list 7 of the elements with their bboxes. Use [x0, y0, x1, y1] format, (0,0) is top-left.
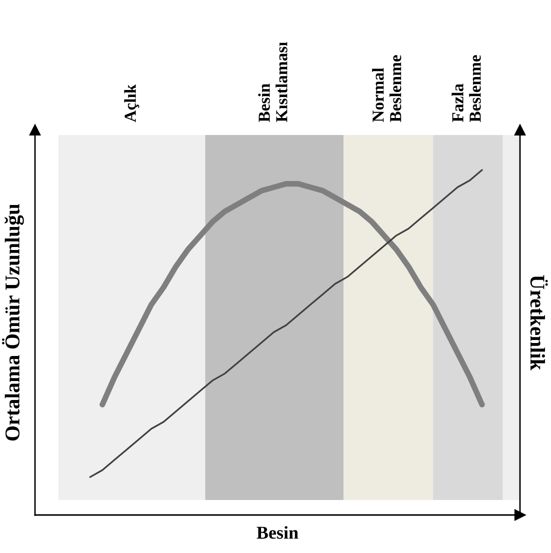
y-axis-title: Ortalama Ömür Uzunluğu: [2, 204, 24, 441]
x-axis-title: Besin: [256, 526, 298, 539]
text: Normal Beslenme: [372, 55, 402, 122]
text: Besin Kısıtlaması: [258, 42, 288, 122]
y2-axis-title: Üretkenlik: [530, 275, 548, 370]
text: Fazla Beslenme: [452, 55, 481, 122]
text: Açlık: [124, 84, 140, 122]
